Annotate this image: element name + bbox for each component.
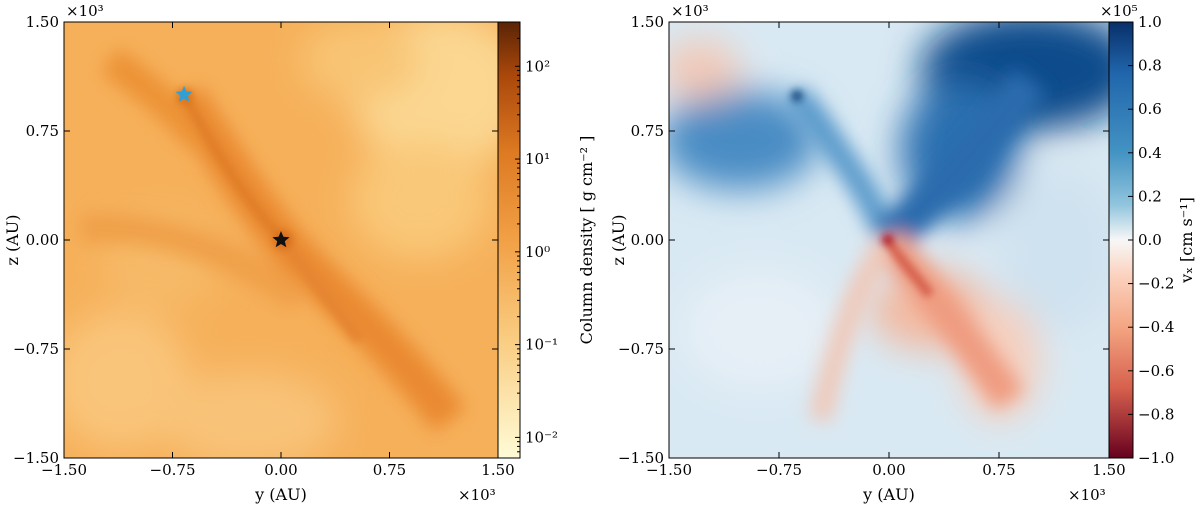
colorbar-tick-label: −0.2 [1138, 275, 1174, 293]
colorbar-tick-label: −0.4 [1138, 318, 1174, 336]
right-y-multiplier: ×10³ [671, 2, 709, 20]
y-tick-label: 0.75 [26, 122, 59, 140]
colorbar-tick-label: −0.8 [1138, 405, 1174, 423]
x-tick-label: 0.75 [982, 461, 1015, 479]
y-tick-label: 1.50 [631, 13, 664, 31]
x-tick-label: 1.50 [481, 461, 514, 479]
y-tick-label: 0.75 [631, 122, 664, 140]
colorbar-tick-label: −0.6 [1138, 362, 1174, 380]
right-heatmap [669, 22, 1109, 458]
left-ylabel: z (AU) [3, 214, 22, 265]
y-tick-label: −1.50 [13, 449, 59, 467]
left-heatmap [64, 22, 498, 458]
right-xlabel: y (AU) [862, 485, 915, 504]
colorbar-tick-label: 10⁻² [525, 428, 558, 446]
left-colorbar-label: Column density [ g cm⁻² ] [577, 136, 596, 345]
colorbar-tick-label: 0.8 [1138, 57, 1162, 75]
right-x-multiplier-bottom: ×10³ [1068, 486, 1106, 504]
y-tick-label: −0.75 [13, 340, 59, 358]
left-colorbar [497, 21, 521, 459]
colorbar-tick-label: 0.4 [1138, 144, 1162, 162]
right-colorbar-multiplier: ×10⁵ [1100, 2, 1138, 20]
y-tick-label: 0.00 [26, 231, 59, 249]
left-x-multiplier: ×10³ [66, 2, 104, 20]
y-tick-label: −0.75 [618, 340, 664, 358]
x-tick-label: −0.75 [150, 461, 196, 479]
x-tick-label: 1.50 [1092, 461, 1125, 479]
colorbar-tick-label: 0.2 [1138, 187, 1162, 205]
y-tick-label: −1.50 [618, 449, 664, 467]
y-tick-label: 1.50 [26, 13, 59, 31]
x-tick-label: −1.50 [41, 461, 87, 479]
colorbar-tick-label: 10⁰ [525, 243, 550, 261]
right-ylabel: z (AU) [609, 214, 628, 265]
left-xlabel: y (AU) [254, 485, 307, 504]
colorbar-tick-label: −1.0 [1138, 449, 1174, 467]
x-tick-label: 0.00 [264, 461, 297, 479]
colorbar-tick-label: 0.6 [1138, 100, 1162, 118]
colorbar-tick-label: 10² [525, 57, 550, 75]
colorbar-tick-label: 10¹ [525, 150, 550, 168]
x-tick-label: 0.75 [373, 461, 406, 479]
y-tick-label: 0.00 [631, 231, 664, 249]
x-tick-label: −0.75 [756, 461, 802, 479]
colorbar-tick-label: 0.0 [1138, 231, 1162, 249]
left-x-multiplier-bottom: ×10³ [458, 486, 496, 504]
x-tick-label: 0.00 [872, 461, 905, 479]
blue-star-marker [175, 85, 193, 102]
colorbar-tick-label: 1.0 [1138, 13, 1162, 31]
colorbar-tick-label: 10⁻¹ [525, 336, 558, 354]
black-star-marker [272, 231, 290, 248]
right-colorbar-label: vₓ [cm s⁻¹] [1177, 197, 1196, 284]
x-tick-label: −1.50 [646, 461, 692, 479]
